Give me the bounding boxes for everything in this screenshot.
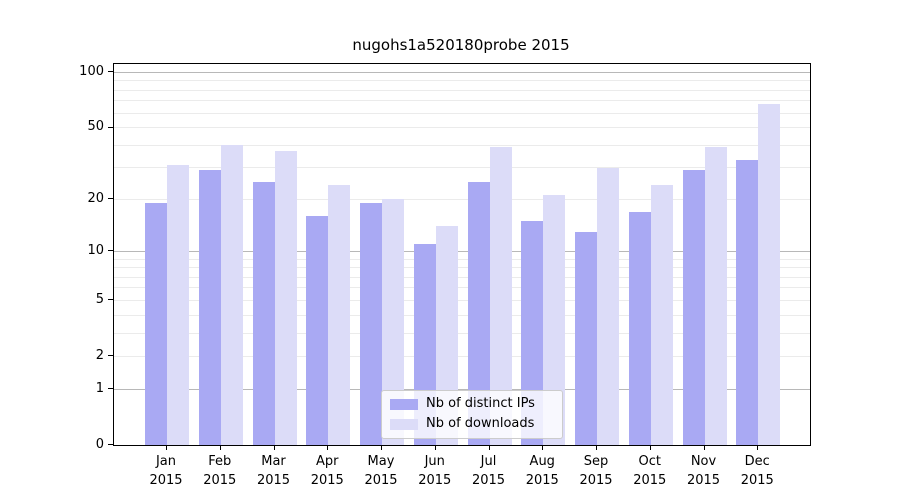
bar-ips-apr: [306, 216, 329, 445]
gridline-10: [114, 250, 810, 252]
y-tick-1: [108, 388, 113, 390]
bar-downloads-jul: [489, 147, 512, 445]
gridline-90: [114, 80, 810, 82]
bar-downloads-mar: [274, 151, 297, 445]
y-tick-20: [108, 198, 113, 200]
y-tick-label-20: 20: [87, 190, 104, 206]
x-tick-label-aug: Aug 2015: [525, 454, 559, 488]
bar-ips-sep: [575, 231, 597, 445]
x-tick-label-dec: Dec 2015: [740, 454, 774, 488]
y-tick-label-10: 10: [87, 242, 104, 258]
legend-label-distinct-ips: Nb of distinct IPs: [426, 396, 535, 411]
x-tick-may: [381, 445, 382, 450]
legend-item-downloads: Nb of downloads: [390, 417, 552, 431]
y-tick-2: [108, 355, 113, 357]
legend-item-distinct-ips: Nb of distinct IPs: [390, 397, 552, 411]
bar-downloads-nov: [704, 147, 727, 445]
chart-title: nugohs1a520180probe 2015: [352, 36, 570, 54]
bar-ips-dec: [736, 160, 759, 445]
bar-downloads-may: [382, 199, 404, 445]
bar-ips-jul: [467, 181, 490, 445]
bar-ips-may: [360, 203, 382, 445]
legend: Nb of distinct IPs Nb of downloads: [381, 390, 563, 439]
y-tick-label-0: 0: [95, 436, 104, 452]
y-tick-5: [108, 299, 113, 301]
x-tick-label-jul: Jul 2015: [471, 454, 506, 488]
plot-area: Nb of distinct IPs Nb of downloads: [113, 63, 811, 446]
x-tick-feb: [219, 445, 221, 450]
bar-ips-oct: [628, 211, 651, 445]
bar-ips-mar: [252, 181, 275, 445]
y-tick-label-5: 5: [95, 291, 104, 307]
bar-downloads-aug: [543, 195, 566, 445]
bar-ips-jan: [145, 203, 167, 445]
bar-downloads-apr: [328, 185, 351, 445]
legend-label-downloads: Nb of downloads: [426, 416, 535, 431]
x-tick-label-nov: Nov 2015: [686, 454, 721, 488]
x-tick-jan: [166, 445, 167, 450]
gridline-50: [114, 127, 810, 129]
x-tick-label-feb: Feb 2015: [203, 454, 237, 488]
legend-swatch-downloads: [390, 418, 418, 430]
x-tick-label-jun: Jun 2015: [418, 454, 452, 488]
gridline-60: [114, 112, 810, 114]
y-tick-0: [108, 444, 113, 445]
gridline-7: [114, 276, 810, 278]
bar-downloads-oct: [650, 185, 673, 445]
x-tick-jun: [434, 445, 436, 450]
y-tick-label-50: 50: [87, 119, 104, 135]
gridline-3: [114, 332, 810, 334]
x-tick-label-sep: Sep 2015: [579, 454, 613, 488]
gridline-2: [114, 355, 810, 357]
gridline-100: [114, 71, 810, 73]
gridline-30: [114, 167, 810, 169]
x-tick-dec: [757, 445, 759, 450]
x-tick-nov: [703, 445, 705, 450]
gridline-9: [114, 258, 810, 260]
bar-downloads-sep: [597, 167, 619, 445]
bar-downloads-dec: [758, 104, 781, 445]
gridline-20: [114, 198, 810, 200]
x-tick-sep: [596, 445, 597, 450]
y-tick-10: [108, 250, 113, 252]
legend-swatch-distinct-ips: [390, 398, 418, 410]
gridline-4: [114, 314, 810, 316]
x-tick-label-oct: Oct 2015: [633, 454, 667, 488]
y-tick-label-1: 1: [95, 380, 104, 396]
gridline-80: [114, 89, 810, 91]
bar-ips-nov: [682, 170, 705, 445]
gridline-8: [114, 267, 810, 269]
y-tick-50: [108, 126, 113, 128]
gridline-70: [114, 100, 810, 102]
y-tick-label-2: 2: [95, 347, 104, 363]
x-tick-oct: [649, 445, 651, 450]
x-tick-label-mar: Mar 2015: [256, 454, 291, 488]
x-tick-label-jan: Jan 2015: [149, 454, 183, 488]
x-tick-mar: [273, 445, 275, 450]
gridline-40: [114, 144, 810, 146]
y-tick-label-100: 100: [79, 63, 104, 79]
bar-ips-feb: [198, 170, 221, 445]
x-tick-jul: [488, 445, 490, 450]
bar-downloads-feb: [220, 145, 243, 445]
bar-downloads-jan: [167, 165, 189, 445]
x-tick-apr: [327, 445, 329, 450]
x-tick-label-may: May 2015: [364, 454, 398, 488]
bar-ips-aug: [521, 221, 544, 445]
x-tick-aug: [542, 445, 544, 450]
gridline-1: [114, 388, 810, 390]
gridline-6: [114, 287, 810, 289]
gridline-5: [114, 299, 810, 301]
y-tick-100: [108, 71, 113, 73]
x-tick-label-apr: Apr 2015: [310, 454, 344, 488]
